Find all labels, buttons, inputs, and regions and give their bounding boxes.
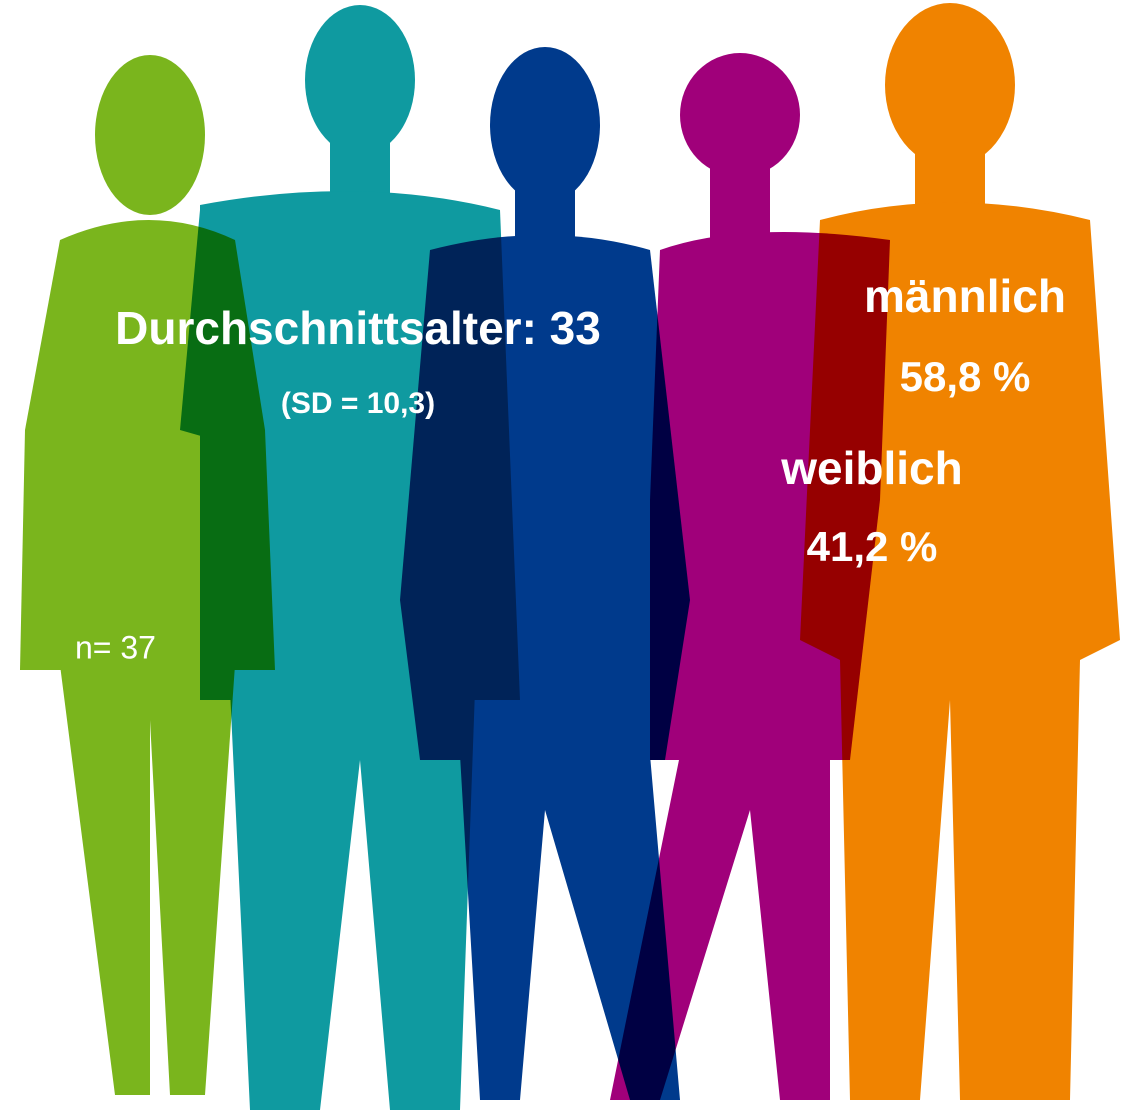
gender-share: 58,8 % — [900, 353, 1031, 400]
sample-size: n= 37 — [75, 629, 156, 665]
age-sd: (SD = 10,3) — [281, 387, 435, 420]
gender-share: 41,2 % — [807, 523, 938, 570]
gender-label: männlich — [864, 270, 1066, 322]
orange-silhouette — [800, 3, 1120, 1100]
average-age: Durchschnittsalter: 33 — [115, 302, 601, 354]
gender-label: weiblich — [780, 442, 962, 494]
blue-silhouette — [400, 47, 690, 1100]
